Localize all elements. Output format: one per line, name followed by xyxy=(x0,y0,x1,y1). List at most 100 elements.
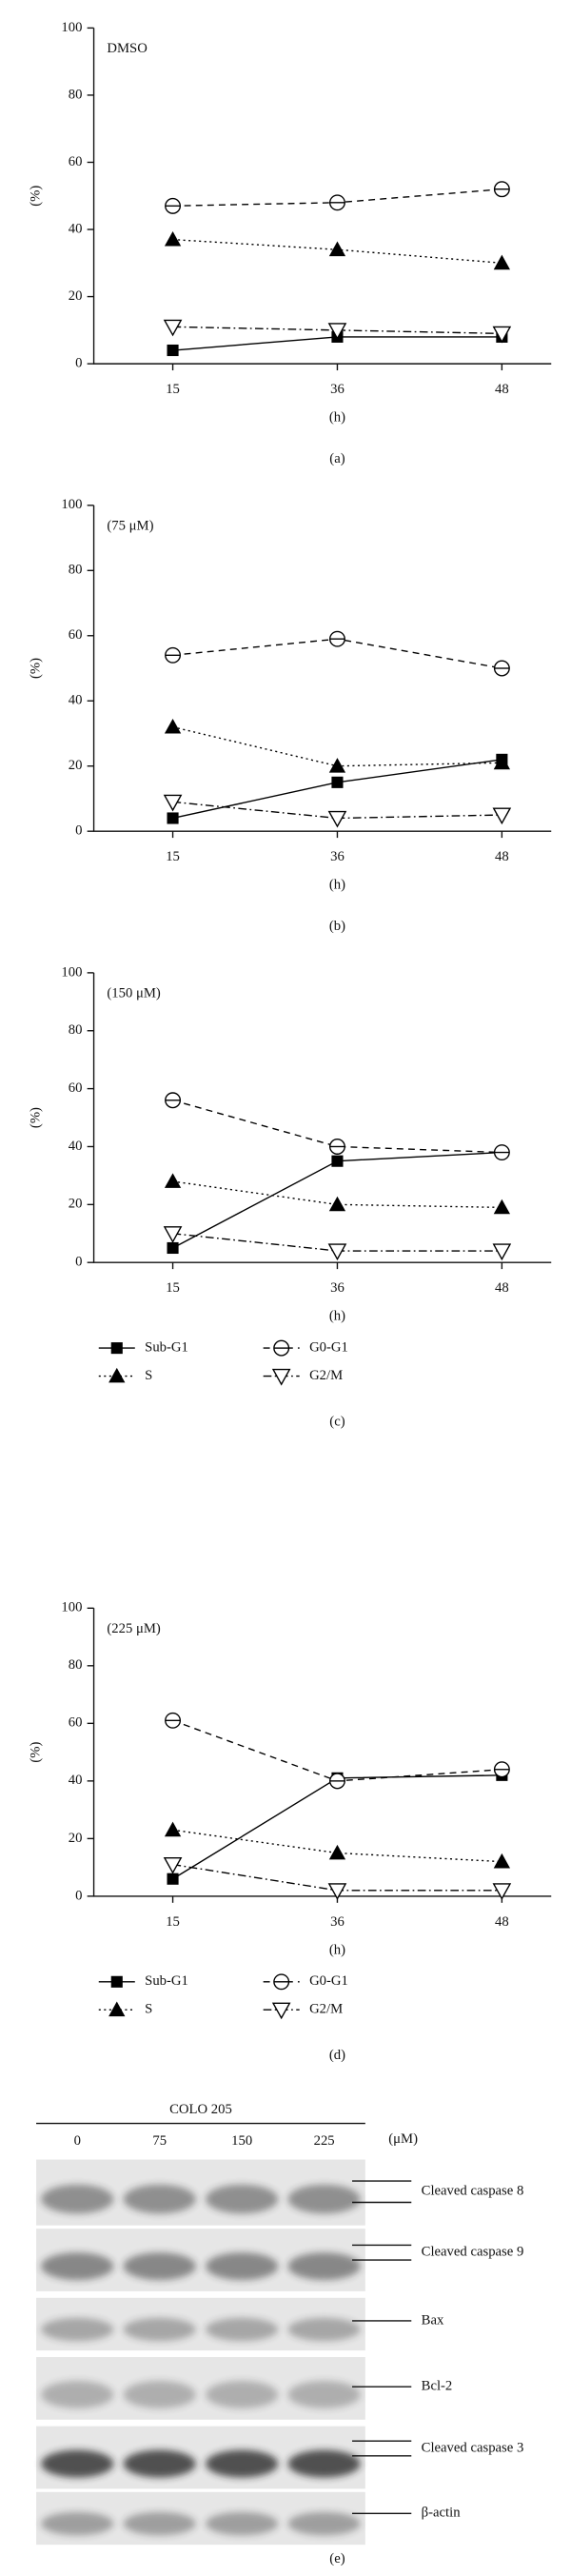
x-axis-label: (h) xyxy=(329,878,345,893)
series-line xyxy=(172,1719,502,1782)
y-tick-label: 80 xyxy=(69,563,83,578)
marker xyxy=(493,660,510,677)
blot-band xyxy=(287,2317,361,2342)
x-tick-label: 36 xyxy=(330,382,345,397)
band-label: Cleaved caspase 9 xyxy=(422,2245,524,2260)
y-tick-label: 80 xyxy=(69,1657,83,1673)
marker xyxy=(164,230,182,247)
marker xyxy=(493,254,511,270)
series-line xyxy=(172,1100,502,1154)
marker xyxy=(492,1243,512,1261)
blot-band xyxy=(41,2252,114,2281)
square-marker xyxy=(331,776,344,788)
y-tick-label: 100 xyxy=(61,964,82,980)
y-tick-label: 60 xyxy=(69,627,83,643)
y-tick-label: 60 xyxy=(69,1080,83,1096)
triangle-marker xyxy=(328,1844,346,1860)
x-tick-label: 48 xyxy=(495,1280,509,1296)
annotation: DMSO xyxy=(107,41,147,56)
blot-band xyxy=(123,2511,196,2536)
marker xyxy=(327,1883,347,1900)
x-axis-label: (h) xyxy=(329,1942,345,1957)
blot-band xyxy=(41,2184,114,2214)
lane-label: 75 xyxy=(152,2133,167,2149)
marker xyxy=(327,810,347,828)
blot-band xyxy=(41,2449,114,2478)
legend-label: G2/M xyxy=(309,1368,343,1383)
legend-label: S xyxy=(145,2002,152,2017)
legend-marker xyxy=(108,2001,126,2017)
square-marker xyxy=(167,1873,179,1885)
triangle-marker xyxy=(164,1173,182,1188)
y-tick-label: 40 xyxy=(69,693,83,708)
blot-band xyxy=(123,2381,196,2408)
marker xyxy=(492,807,512,825)
y-tick-label: 20 xyxy=(69,1197,83,1212)
down-triangle-marker xyxy=(163,1226,183,1243)
panel-label: (a) xyxy=(329,451,345,466)
marker xyxy=(167,1873,179,1885)
y-tick-label: 40 xyxy=(69,1773,83,1788)
legend-marker xyxy=(110,1342,123,1355)
down-triangle-marker xyxy=(327,1883,347,1900)
band-label: β-actin xyxy=(422,2506,462,2521)
square-marker xyxy=(110,1342,123,1355)
y-tick-label: 100 xyxy=(61,497,82,512)
axes xyxy=(92,505,552,832)
marker xyxy=(331,776,344,788)
x-tick-label: 36 xyxy=(330,849,345,864)
down-triangle-marker xyxy=(492,807,512,825)
lane-label: 0 xyxy=(74,2133,81,2149)
y-tick-label: 0 xyxy=(75,823,82,839)
x-tick-label: 48 xyxy=(495,849,509,864)
legend-marker xyxy=(271,1368,291,1386)
legend-label: Sub-G1 xyxy=(145,1973,188,1989)
axes xyxy=(92,1608,552,1897)
triangle-marker xyxy=(493,1199,511,1215)
blot-band xyxy=(41,2381,114,2408)
annotation: (150 μM) xyxy=(107,986,161,1001)
blot-title: COLO 205 xyxy=(169,2102,232,2117)
marker xyxy=(492,1883,512,1900)
axes xyxy=(92,28,552,365)
x-axis-label: (h) xyxy=(329,1309,345,1324)
marker xyxy=(327,323,347,340)
triangle-marker xyxy=(328,241,346,257)
blot-band xyxy=(206,2317,279,2342)
marker xyxy=(328,1844,346,1860)
marker xyxy=(331,1155,344,1167)
marker xyxy=(165,646,182,664)
x-tick-label: 15 xyxy=(166,382,180,397)
band-label: Bcl-2 xyxy=(422,2379,453,2394)
blot-band xyxy=(123,2317,196,2342)
blot-band xyxy=(287,2381,361,2408)
marker xyxy=(492,326,512,344)
down-triangle-marker xyxy=(271,1368,291,1386)
y-tick-label: 20 xyxy=(69,1831,83,1846)
triangle-marker xyxy=(493,254,511,270)
y-tick-label: 100 xyxy=(61,20,82,35)
x-tick-label: 36 xyxy=(330,1914,345,1930)
legend-label: G2/M xyxy=(309,2002,343,2017)
marker xyxy=(493,754,511,770)
blot-band xyxy=(41,2317,114,2342)
blot-band xyxy=(206,2184,279,2214)
x-tick-label: 15 xyxy=(166,1914,180,1930)
marker xyxy=(493,1144,510,1161)
down-triangle-marker xyxy=(163,794,183,812)
marker xyxy=(328,1196,346,1212)
x-axis-label: (h) xyxy=(329,410,345,426)
blot-unit: (μM) xyxy=(388,2131,418,2147)
legend-marker xyxy=(273,1339,290,1357)
x-tick-label: 48 xyxy=(495,1914,509,1930)
triangle-marker xyxy=(108,2001,126,2017)
marker xyxy=(167,344,179,357)
marker xyxy=(493,1853,511,1869)
triangle-marker xyxy=(493,754,511,770)
lane-label: 150 xyxy=(231,2133,252,2149)
blot-band xyxy=(287,2184,361,2214)
lane-label: 225 xyxy=(314,2133,335,2149)
square-marker xyxy=(331,1155,344,1167)
y-tick-label: 20 xyxy=(69,288,83,304)
triangle-marker xyxy=(328,758,346,773)
